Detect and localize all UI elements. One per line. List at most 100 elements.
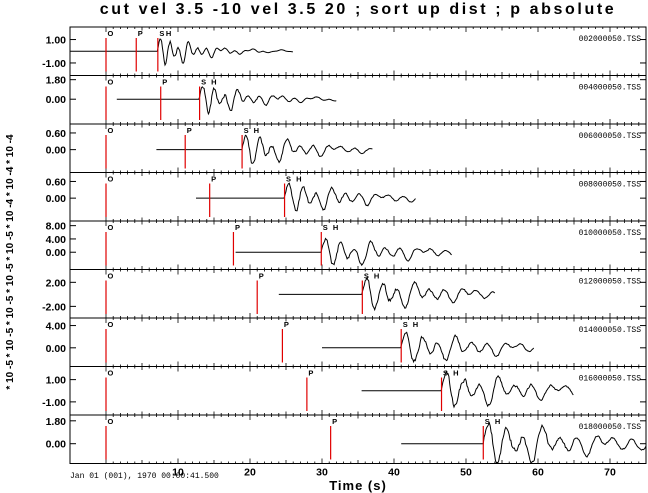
station-label: 004000050.TSS: [579, 84, 642, 93]
phase-label-p: P: [235, 223, 240, 232]
phase-label-o: O: [108, 320, 114, 329]
phase-label-s: S: [286, 175, 291, 184]
phase-label-h: H: [296, 175, 301, 184]
trace-panel: 1.00 -1.00 002000050.TSS O P S H: [42, 26, 647, 76]
seismogram-trace: [401, 421, 647, 464]
chart-title: cut vel 3.5 -10 vel 3.5 20 ; sort up dis…: [100, 1, 617, 18]
y-tick-label: 4.00: [46, 321, 67, 333]
panel-frame: [69, 414, 647, 464]
y-tick-label: 0.00: [46, 145, 67, 157]
station-label: 006000050.TSS: [579, 132, 642, 141]
phase-label-o: O: [108, 175, 114, 184]
y-tick-label: 1.00: [46, 35, 67, 47]
trace-panel: 1.80 0.00 004000050.TSS O P S H: [46, 75, 647, 125]
y-tick-label: 0.60: [46, 128, 67, 140]
y-tick-label: 1.00: [46, 375, 67, 387]
phase-label-h: H: [374, 272, 379, 281]
trace-panel: 1.00 -1.00 016000050.TSS O P S H: [42, 366, 647, 416]
y-tick-label: 2.00: [46, 277, 67, 289]
seismogram-trace: [235, 237, 452, 267]
station-label: 016000050.TSS: [579, 375, 642, 384]
x-tick-label: 50: [460, 467, 472, 479]
station-label: 002000050.TSS: [579, 35, 642, 44]
phase-label-o: O: [108, 272, 114, 281]
phase-label-s: S: [201, 78, 206, 87]
phase-label-h: H: [413, 320, 418, 329]
phase-label-s: S: [159, 29, 164, 38]
phase-label-h: H: [495, 417, 500, 426]
y-tick-label: -1.00: [42, 397, 66, 409]
y-tick-label: -2.00: [42, 301, 66, 313]
phase-label-s: S: [443, 369, 448, 378]
x-tick-label: 70: [604, 467, 616, 479]
y-tick-label: 4.00: [46, 234, 67, 246]
phase-label-s: S: [244, 126, 249, 135]
x-axis-label: Time (s): [329, 478, 387, 493]
panel-frame: [69, 172, 647, 222]
phase-label-o: O: [108, 78, 114, 87]
x-tick-label: 20: [244, 467, 256, 479]
phase-label-o: O: [108, 417, 114, 426]
phase-label-p: P: [162, 78, 167, 87]
phase-label-p: P: [259, 272, 264, 281]
seismogram-trace: [322, 331, 535, 364]
phase-label-p: P: [332, 417, 337, 426]
phase-label-s: S: [323, 223, 328, 232]
y-exponent-text: * 10 -5 * 10 -5 * 10 -5 * 10 -5 * 10 -5 …: [5, 134, 16, 390]
panel-frame: [69, 220, 647, 270]
phase-label-h: H: [453, 369, 458, 378]
x-tick-label: 60: [532, 467, 544, 479]
trace-panel: 8.004.000.00 010000050.TSS O P S H: [46, 220, 647, 270]
y-tick-label: 0.00: [46, 439, 67, 451]
panel-frame: [69, 75, 647, 125]
phase-label-o: O: [108, 29, 114, 38]
phase-label-s: S: [485, 417, 490, 426]
y-tick-label: 1.80: [46, 416, 67, 428]
y-tick-label: -1.00: [42, 58, 66, 70]
station-label: 018000050.TSS: [579, 423, 642, 432]
phase-label-h: H: [333, 223, 338, 232]
y-tick-label: 0.00: [46, 193, 67, 205]
phase-label-o: O: [108, 369, 114, 378]
seismogram-trace: [156, 134, 373, 164]
y-tick-label: 8.00: [46, 221, 67, 233]
reference-date-label: Jan 01 (001), 1970 00:00:41.500: [70, 472, 219, 481]
seismogram-trace: [116, 86, 337, 116]
trace-panel: 1.80 0.00 018000050.TSS O P S H: [46, 414, 647, 464]
trace-panel: 0.60 0.00 006000050.TSS O P S H: [46, 123, 647, 173]
y-tick-label: 0.60: [46, 176, 67, 188]
y-tick-label: 0.00: [46, 94, 67, 106]
x-axis: 10 20 30 40 50 60 70: [172, 467, 616, 479]
phase-label-h: H: [254, 126, 259, 135]
phase-label-h: H: [166, 29, 171, 38]
x-tick-label: 10: [172, 467, 184, 479]
x-tick-label: 30: [316, 467, 328, 479]
panel-frame: [69, 317, 647, 367]
x-tick-label: 40: [388, 467, 400, 479]
phase-label-p: P: [308, 369, 313, 378]
y-tick-label: 0.00: [46, 247, 67, 259]
phase-label-p: P: [187, 126, 192, 135]
station-label: 010000050.TSS: [579, 229, 642, 238]
trace-panel: 2.00 -2.00 012000050.TSS O P S H: [42, 269, 647, 319]
phase-label-o: O: [108, 223, 114, 232]
phase-label-s: S: [403, 320, 408, 329]
phase-label-p: P: [284, 320, 289, 329]
phase-label-o: O: [108, 126, 114, 135]
seismogram-trace: [361, 370, 574, 409]
y-exponent-label: * 10 -5 * 10 -5 * 10 -5 * 10 -5 * 10 -5 …: [5, 134, 16, 390]
panel-frame: [69, 366, 647, 416]
seismogram-trace: [278, 276, 496, 312]
seismogram-trace: [70, 38, 294, 67]
station-label: 014000050.TSS: [579, 326, 642, 335]
panel-frame: [69, 269, 647, 319]
phase-label-p: P: [211, 175, 216, 184]
y-tick-label: 0.00: [46, 343, 67, 355]
phase-label-s: S: [364, 272, 369, 281]
trace-panel: 0.60 0.00 008000050.TSS O P S H: [46, 172, 647, 222]
trace-panel: 4.00 0.00 014000050.TSS O P S H: [46, 317, 647, 367]
seismogram-trace: [196, 182, 416, 212]
y-tick-label: 1.80: [46, 75, 67, 87]
